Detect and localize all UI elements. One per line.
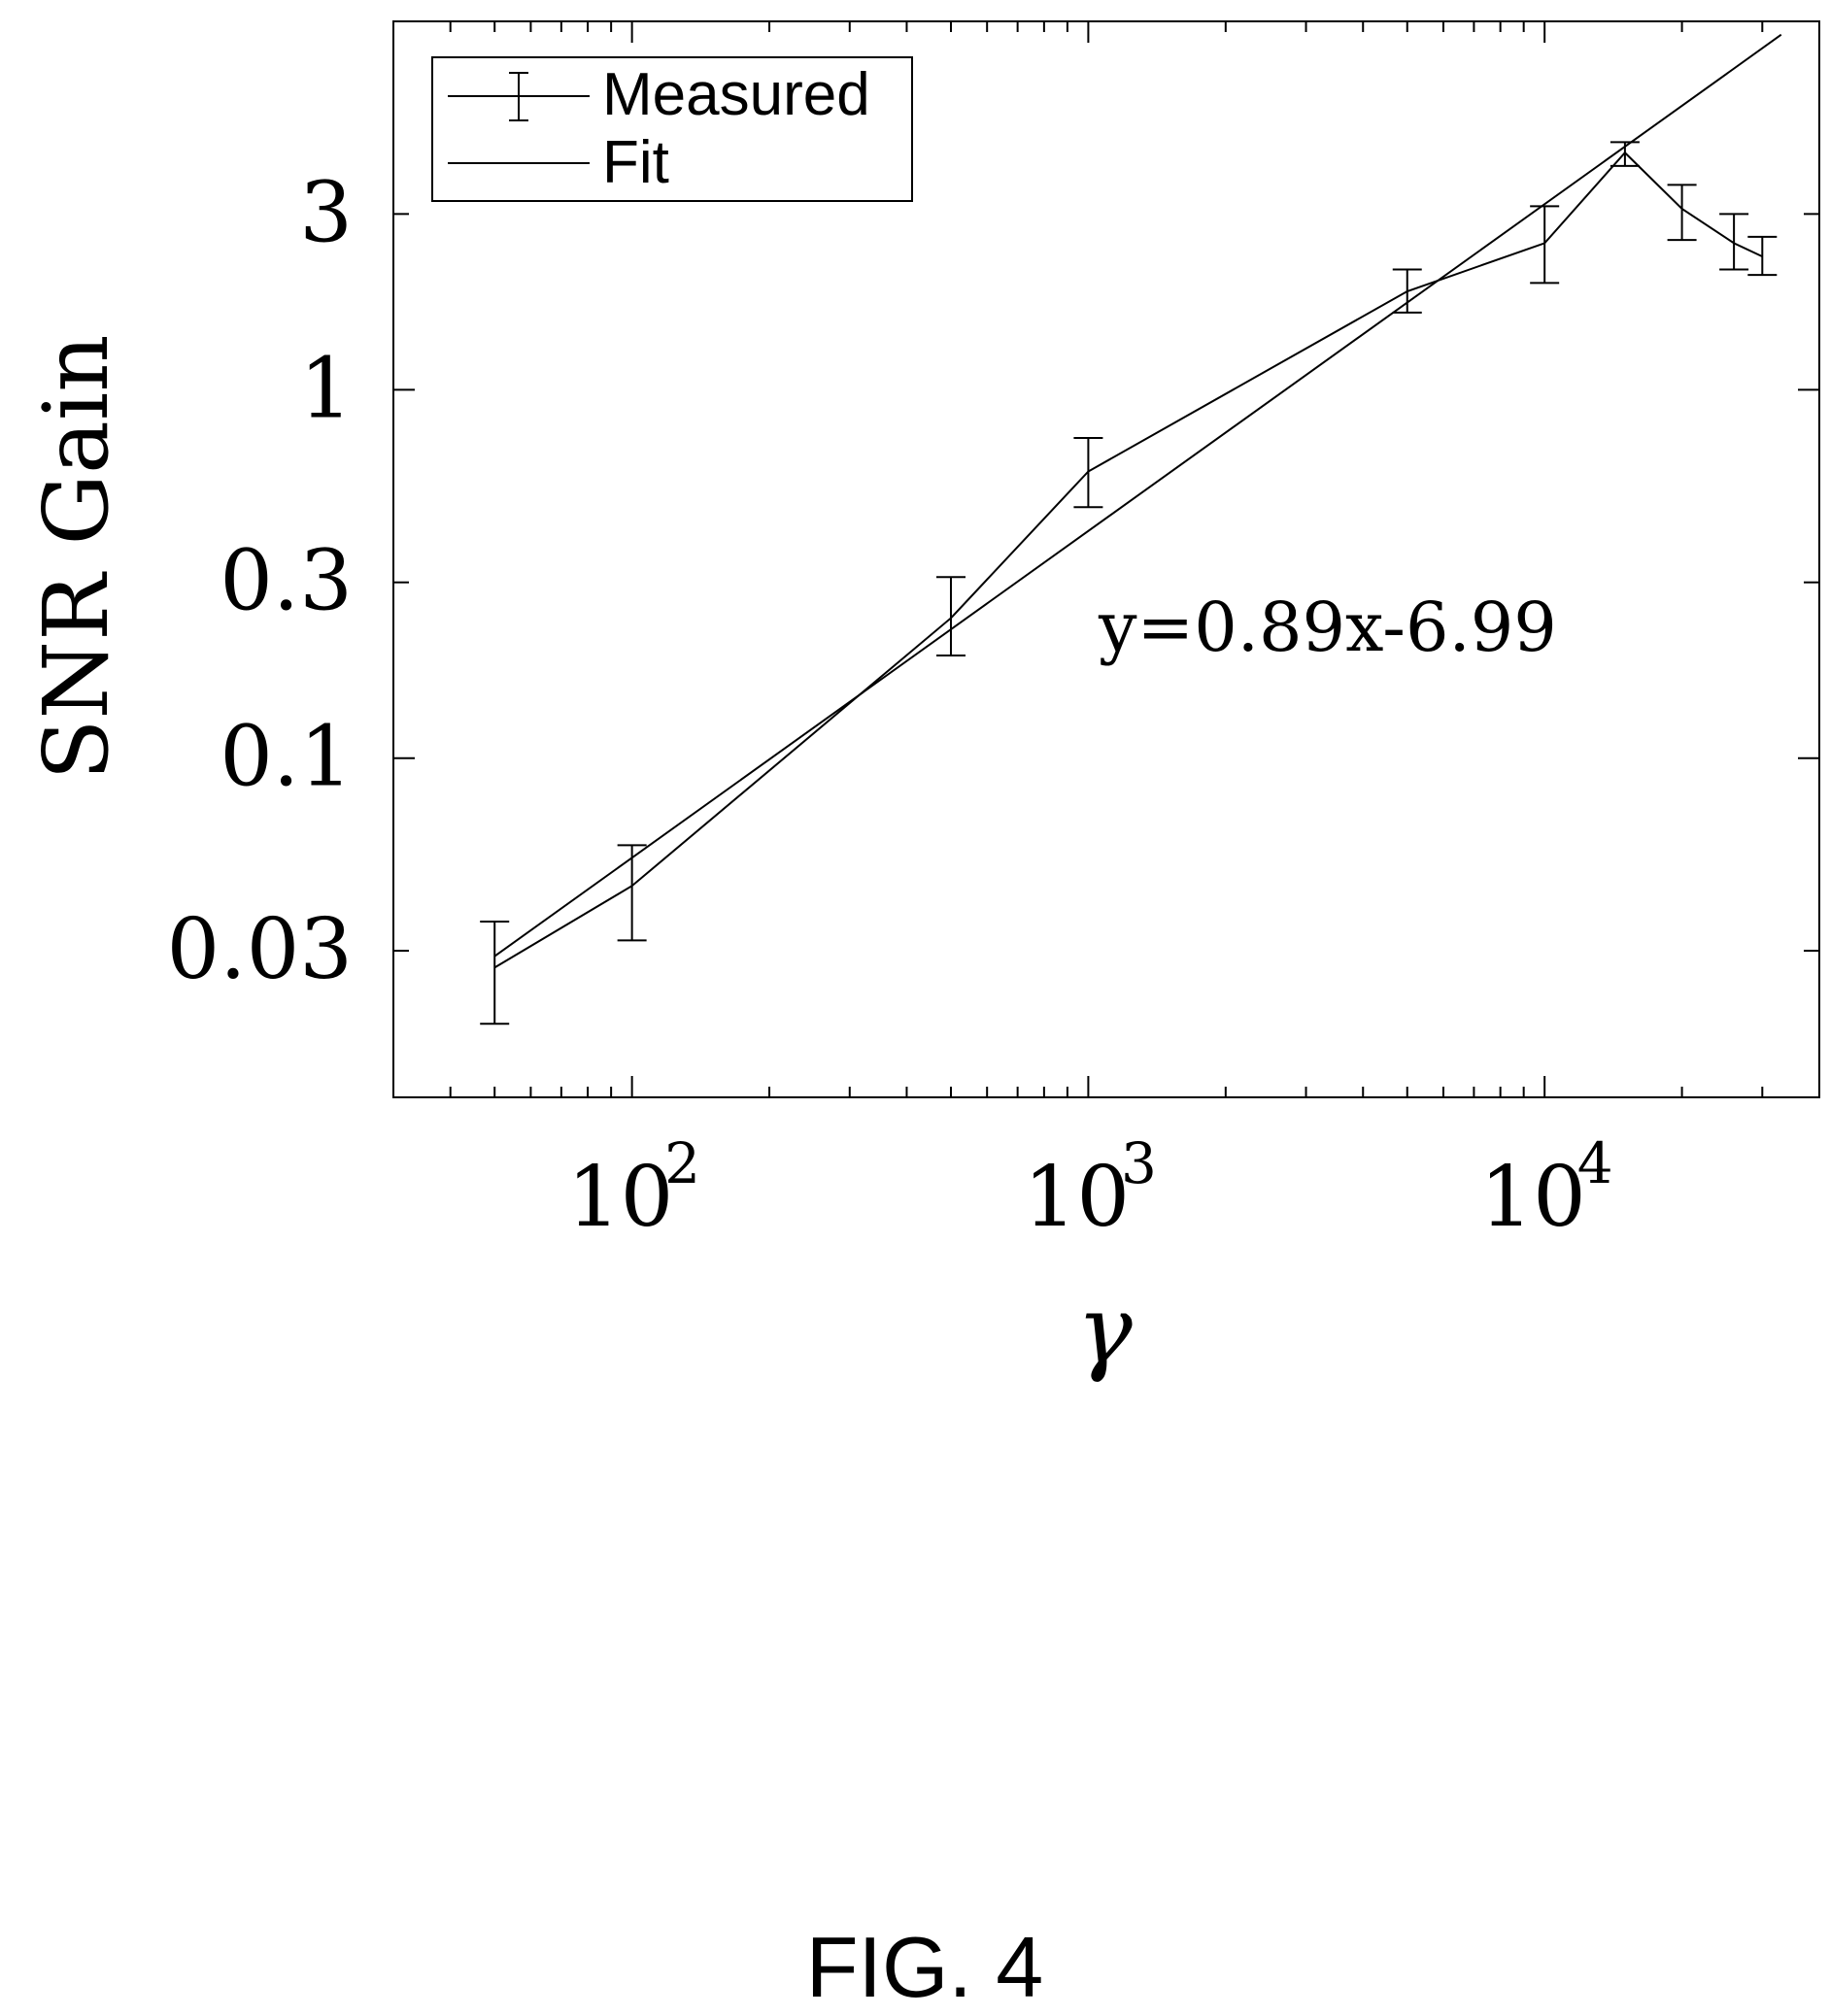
x-axis-label: γ — [1076, 1276, 1133, 1385]
y-axis: 0.03 0.1 0.3 1 3 — [167, 20, 1819, 998]
legend: Measured Fit — [431, 56, 913, 202]
x-tick-label-exponent: 3 — [1121, 1130, 1157, 1196]
fit-equation-annotation: y=0.89x-6.99 — [1098, 588, 1557, 667]
legend-item-fit: Fit — [448, 129, 669, 196]
x-tick-label: 10 — [1024, 1149, 1130, 1246]
legend-fit-label: Fit — [602, 129, 669, 196]
x-tick-label-exponent: 4 — [1577, 1130, 1613, 1196]
measured-line — [493, 151, 1763, 969]
plot-area: 102 103 104 0.030.10.313 — [167, 20, 1820, 1246]
y-tick-label: 3 — [299, 164, 353, 261]
legend-box — [431, 56, 913, 202]
x-tick-label-exponent: 2 — [664, 1130, 700, 1196]
x-tick-label: 10 — [1479, 1149, 1585, 1246]
legend-item-measured: Measured — [448, 61, 870, 128]
series-measured — [480, 141, 1778, 1025]
fit-line — [493, 33, 1782, 958]
series-fit — [493, 33, 1782, 958]
y-tick-label: 0.1 — [220, 709, 353, 806]
figure-caption: FIG. 4 — [806, 1919, 1044, 2015]
y-tick-label: 0.3 — [220, 533, 353, 630]
x-axis: 102 103 104 — [392, 21, 1820, 1246]
y-tick-label: 1 — [299, 340, 353, 437]
legend-measured-label: Measured — [602, 61, 870, 128]
plot-frame — [392, 20, 1820, 1098]
y-axis-label: SNR Gain — [24, 334, 128, 780]
y-tick-label: 0.03 — [167, 901, 353, 998]
x-tick-label: 10 — [567, 1149, 673, 1246]
